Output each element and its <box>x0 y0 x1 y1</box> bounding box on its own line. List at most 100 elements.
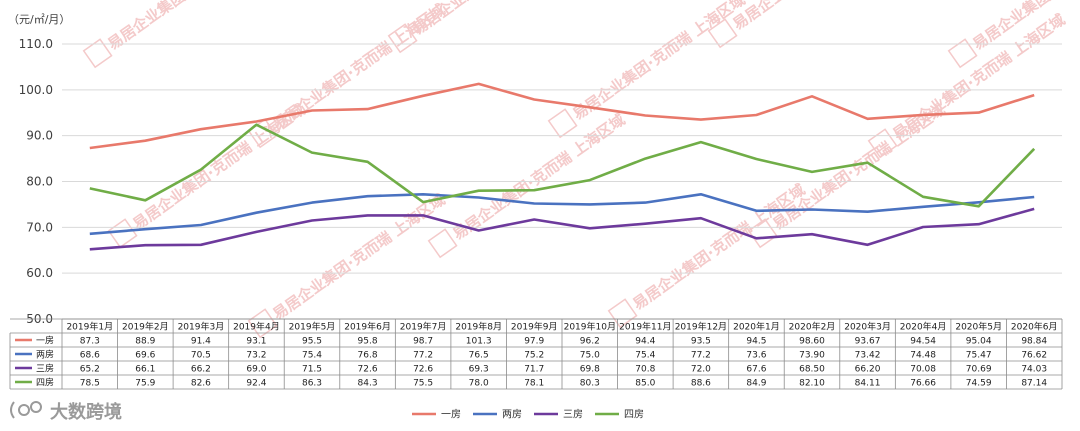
data-label: 77.2 <box>413 351 433 361</box>
watermark-logo-box <box>707 18 738 49</box>
table-series-name: 两房 <box>36 349 54 361</box>
data-label: 87.14 <box>1021 379 1047 389</box>
data-label: 76.5 <box>469 351 489 361</box>
data-label: 69.0 <box>246 365 266 375</box>
legend-label: 三房 <box>563 408 583 421</box>
data-label: 93.1 <box>246 337 266 347</box>
watermark-text: 易居企业集团·克而瑞 上海区域 <box>450 111 629 244</box>
x-tick-label: 2019年5月 <box>289 321 336 333</box>
data-label: 77.2 <box>691 351 711 361</box>
data-label: 73.42 <box>855 351 881 361</box>
x-tick-label: 2019年2月 <box>122 321 169 333</box>
data-label: 73.6 <box>746 351 766 361</box>
data-label: 84.3 <box>358 379 378 389</box>
data-label: 65.2 <box>80 365 100 375</box>
watermark-logo-box <box>547 108 578 139</box>
data-label: 97.9 <box>524 337 544 347</box>
data-label: 68.6 <box>80 351 100 361</box>
data-label: 82.10 <box>799 379 825 389</box>
data-label: 73.90 <box>799 351 825 361</box>
watermark-stamp: 易居企业集团·克而瑞 上海区域 <box>427 111 629 259</box>
data-label: 93.5 <box>691 337 711 347</box>
data-label: 75.0 <box>580 351 600 361</box>
data-label: 75.5 <box>413 379 433 389</box>
data-label: 84.11 <box>855 379 881 389</box>
y-tick-label: 100.0 <box>19 83 53 97</box>
data-label: 88.9 <box>135 337 155 347</box>
data-label: 67.6 <box>746 365 766 375</box>
x-tick-label: 2019年3月 <box>178 321 225 333</box>
legend: 一房 两房 三房 四房 <box>412 408 644 421</box>
data-label: 70.8 <box>635 365 655 375</box>
data-label: 71.5 <box>302 365 322 375</box>
data-label: 74.03 <box>1021 365 1047 375</box>
data-label: 92.4 <box>246 379 266 389</box>
data-label: 75.4 <box>302 351 322 361</box>
watermark-text: 易居企业集团·克而瑞 上海区域 <box>270 191 449 324</box>
data-label: 84.9 <box>746 379 766 389</box>
watermark-logo-box <box>427 228 458 259</box>
series-line-4 <box>89 123 1036 208</box>
data-label: 68.50 <box>799 365 825 375</box>
legend-item: 三房 <box>534 408 583 421</box>
series-lines <box>89 82 1036 251</box>
data-label: 74.48 <box>910 351 936 361</box>
series-line-3 <box>89 207 1035 251</box>
data-label: 73.2 <box>246 351 266 361</box>
watermark-logo-box <box>82 38 113 69</box>
legend-label: 一房 <box>441 408 461 421</box>
x-tick-label: 2020年6月 <box>1011 321 1058 333</box>
watermark-stamp: 易居企业集团·克而瑞 上海区域 <box>247 191 449 339</box>
data-label: 66.2 <box>191 365 211 375</box>
x-tick-label: 2019年10月 <box>564 321 616 333</box>
legend-item: 四房 <box>595 408 644 421</box>
watermark-logo-box <box>947 38 978 69</box>
watermark-stamp: 易居企业集团·克而瑞 上海区域 <box>607 181 809 329</box>
data-label: 98.7 <box>413 337 433 347</box>
y-tick-label: 60.0 <box>26 266 53 280</box>
watermark-text: 易居企业集团·克而瑞 上海区域 <box>105 0 284 53</box>
y-tick-label: 70.0 <box>26 220 53 234</box>
data-table: 2019年1月 2019年2月 2019年3月 2019年4月 2019年5月 2019年… <box>9 318 1063 390</box>
logo-text: 大数跨境 <box>50 401 122 423</box>
data-label: 98.84 <box>1021 337 1047 347</box>
data-label: 91.4 <box>191 337 211 347</box>
watermark-stamp: 易居企业集团·克而瑞 上海区域 <box>82 0 284 69</box>
x-tick-label: 2020年5月 <box>955 321 1002 333</box>
data-label: 95.8 <box>358 337 378 347</box>
x-tick-label: 2019年12月 <box>675 321 727 333</box>
x-tick-label: 2019年6月 <box>344 321 391 333</box>
data-label: 75.9 <box>135 379 155 389</box>
data-label: 72.6 <box>358 365 378 375</box>
data-label: 76.66 <box>910 379 936 389</box>
logo-icon <box>10 401 42 419</box>
data-label: 78.5 <box>80 379 100 389</box>
data-label: 101.3 <box>466 337 492 347</box>
watermark-text: 易居企业集团·克而瑞 上海区域 <box>730 0 909 33</box>
y-axis-unit-label: （元/㎡/月） <box>8 13 70 26</box>
data-label: 70.08 <box>910 365 936 375</box>
data-label: 69.3 <box>469 365 489 375</box>
data-label: 71.7 <box>524 365 544 375</box>
gridlines <box>62 43 1062 320</box>
x-tick-label: 2020年1月 <box>733 321 780 333</box>
watermark-text: 易居企业集团·克而瑞 上海区域 <box>570 0 749 123</box>
data-label: 98.60 <box>799 337 825 347</box>
x-tick-label: 2019年7月 <box>400 321 447 333</box>
legend-label: 两房 <box>502 408 522 421</box>
data-label: 85.0 <box>635 379 655 389</box>
data-label: 74.59 <box>966 379 992 389</box>
y-tick-label: 80.0 <box>26 175 53 189</box>
x-tick-label: 2019年8月 <box>455 321 502 333</box>
data-label: 82.6 <box>191 379 211 389</box>
watermark-stamp: 易居企业集团·克而瑞 上海区域 <box>107 101 309 249</box>
legend-label: 四房 <box>624 408 644 421</box>
data-label: 75.4 <box>635 351 655 361</box>
data-label: 87.3 <box>80 337 100 347</box>
x-tick-label: 2019年1月 <box>66 321 113 333</box>
legend-item: 一房 <box>412 408 461 421</box>
data-label: 88.6 <box>691 379 711 389</box>
x-tick-label: 2020年2月 <box>789 321 836 333</box>
